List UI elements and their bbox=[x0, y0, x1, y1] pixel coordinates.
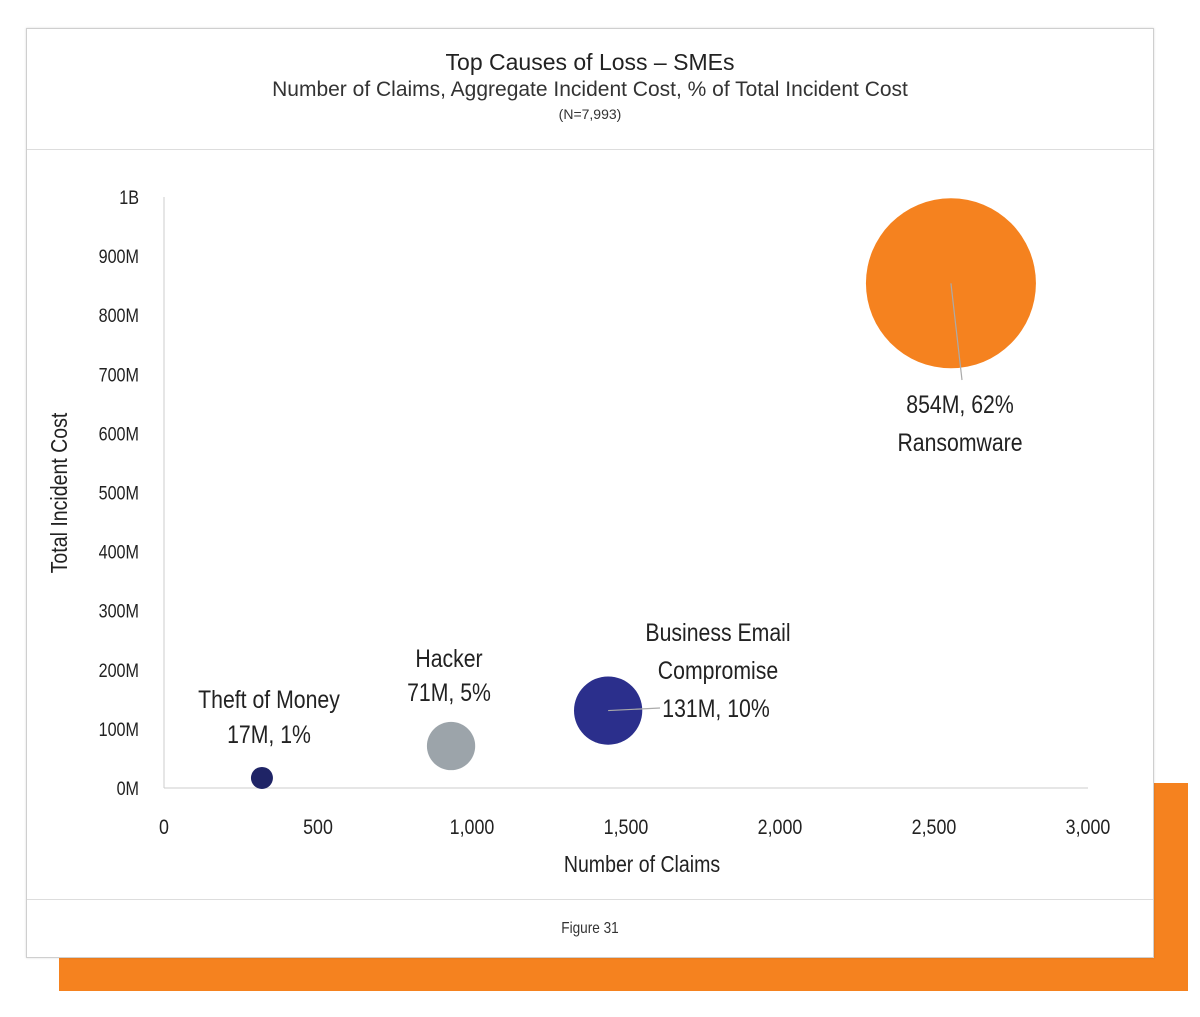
chart-header: Top Causes of Loss – SMEs Number of Clai… bbox=[27, 29, 1153, 150]
x-tick-label: 0 bbox=[159, 816, 169, 840]
x-tick-label: 1,500 bbox=[604, 816, 649, 840]
y-tick-label: 400M bbox=[99, 541, 139, 563]
callout-line bbox=[608, 707, 661, 712]
data-label: Business Email bbox=[645, 618, 790, 646]
y-axis-label: Total Incident Cost bbox=[47, 413, 73, 574]
data-label: 71M, 5% bbox=[407, 678, 491, 706]
x-tick-label: 500 bbox=[303, 816, 333, 840]
y-tick-label: 0M bbox=[117, 778, 139, 800]
y-tick-label: 100M bbox=[99, 719, 139, 741]
data-label: Compromise bbox=[658, 656, 778, 684]
bubble-ransomware bbox=[865, 198, 1036, 369]
bubble-theft-of-money bbox=[250, 766, 273, 789]
x-axis-label: Number of Claims bbox=[564, 852, 720, 878]
chart-subtitle: Number of Claims, Aggregate Incident Cos… bbox=[272, 78, 908, 101]
y-tick-label: 900M bbox=[99, 246, 139, 268]
y-tick-label: 300M bbox=[99, 600, 139, 622]
data-label: Hacker bbox=[415, 644, 483, 672]
chart-footer: Figure 31 bbox=[27, 899, 1153, 958]
y-tick-label: 700M bbox=[99, 364, 139, 386]
sample-size: (N=7,993) bbox=[558, 106, 622, 122]
x-tick-label: 2,500 bbox=[912, 816, 957, 840]
figure-card: Top Causes of Loss – SMEs Number of Clai… bbox=[26, 28, 1154, 958]
x-tick-label: 2,000 bbox=[758, 816, 803, 840]
x-tick-label: 1,000 bbox=[450, 816, 495, 840]
data-label: 854M, 62% bbox=[906, 390, 1013, 418]
figure-caption: Figure 31 bbox=[561, 920, 619, 937]
bubble-hacker bbox=[426, 721, 476, 771]
y-tick-label: 500M bbox=[99, 482, 139, 504]
data-label: 131M, 10% bbox=[662, 694, 769, 722]
callout-line bbox=[950, 283, 963, 381]
y-tick-label: 200M bbox=[99, 660, 139, 682]
x-tick-label: 3,000 bbox=[1066, 816, 1111, 840]
data-label: 17M, 1% bbox=[227, 720, 311, 748]
y-tick-label: 800M bbox=[99, 305, 139, 327]
chart-title: Top Causes of Loss – SMEs bbox=[445, 49, 735, 75]
data-label: Ransomware bbox=[897, 428, 1022, 456]
data-label: Theft of Money bbox=[198, 685, 340, 713]
y-tick-label: 600M bbox=[99, 423, 139, 445]
y-tick-label: 1B bbox=[119, 187, 139, 209]
